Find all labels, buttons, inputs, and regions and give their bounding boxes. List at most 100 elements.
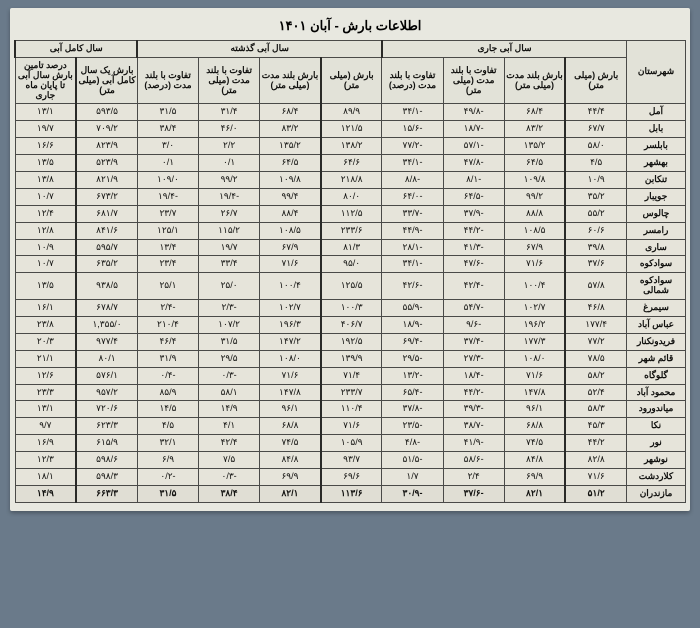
data-cell: ۸۰/۰ — [321, 188, 382, 205]
city-cell: میاندورود — [627, 401, 686, 418]
data-cell: -۶۹/۴ — [382, 333, 443, 350]
data-cell: ۱۷۷/۳ — [504, 333, 565, 350]
table-row: سوادکوه۳۷/۶۷۱/۶-۴۷/۶-۳۴/۱۹۵/۰۷۱/۶۳۳/۴۲۳/… — [15, 256, 686, 273]
data-cell: -۶۵/۴ — [382, 384, 443, 401]
page-title: اطلاعات بارش - آبان ۱۴۰۱ — [14, 12, 686, 40]
data-cell: -۱۸/۷ — [443, 121, 504, 138]
rainfall-table: شهرستان سال آبی جاری سال آبی گذشته سال ک… — [14, 40, 686, 503]
data-cell: ۹/۷ — [15, 418, 76, 435]
data-cell: ۱۹۶/۲ — [504, 317, 565, 334]
data-cell: ۱۰۰/۴ — [504, 273, 565, 300]
data-cell: ۵۹۵/۷ — [76, 239, 137, 256]
group-header-row: شهرستان سال آبی جاری سال آبی گذشته سال ک… — [15, 41, 686, 58]
data-cell: ۲۰/۳ — [15, 333, 76, 350]
data-cell: ۹۹/۲ — [504, 188, 565, 205]
data-cell: ۷۱/۴ — [321, 367, 382, 384]
data-cell: ۷۰۹/۲ — [76, 121, 137, 138]
data-cell: -۴۲/۴ — [443, 273, 504, 300]
data-cell: ۲۵/۱ — [137, 273, 198, 300]
data-cell: ۱۹/۷ — [199, 239, 260, 256]
city-cell: محمود آباد — [627, 384, 686, 401]
data-cell: ۴۴/۲ — [565, 435, 626, 452]
data-cell: -۰/۳ — [199, 469, 260, 486]
table-row: نور۴۴/۲۷۴/۵-۴۱/۹-۴/۸۱۰۵/۹۷۴/۵۴۲/۴۳۲/۱۶۱۵… — [15, 435, 686, 452]
data-cell: -۹/۶ — [443, 317, 504, 334]
data-cell: -۳۷/۸ — [382, 401, 443, 418]
data-cell: -۵۷/۱ — [443, 138, 504, 155]
data-cell: ۱۰۲/۷ — [504, 300, 565, 317]
data-cell: -۴۴/۲ — [443, 222, 504, 239]
data-cell: ۸۵/۹ — [137, 384, 198, 401]
data-cell: ۹۹/۴ — [260, 188, 321, 205]
table-row: آمل۴۴/۴۶۸/۴-۴۹/۸-۳۴/۱۸۹/۹۶۸/۴۳۱/۴۳۱/۵۵۹۳… — [15, 104, 686, 121]
data-cell: ۴۲/۴ — [199, 435, 260, 452]
data-cell: -۱۹/۴ — [137, 188, 198, 205]
data-cell: ۱,۳۵۵/۰ — [76, 317, 137, 334]
table-row: بهشهر۴/۵۶۴/۵-۴۷/۸-۳۴/۱۶۴/۶۶۴/۵۰/۱۰/۱۵۲۳/… — [15, 155, 686, 172]
data-cell: ۳۲/۱ — [137, 435, 198, 452]
data-cell: ۱۳۵/۲ — [504, 138, 565, 155]
city-cell: نور — [627, 435, 686, 452]
data-cell: ۸۲۳/۹ — [76, 138, 137, 155]
data-cell: ۳/۰ — [137, 138, 198, 155]
city-cell: گلوگاه — [627, 367, 686, 384]
data-cell: ۷۱/۶ — [321, 418, 382, 435]
data-cell: ۹۹/۲ — [199, 172, 260, 189]
data-cell: ۱۲/۳ — [15, 452, 76, 469]
data-cell: ۲۹/۵ — [199, 350, 260, 367]
data-cell: ۱۰۲/۷ — [260, 300, 321, 317]
table-row: فریدونکنار۷۷/۲۱۷۷/۳-۳۷/۴-۶۹/۴۱۹۲/۵۱۴۷/۲۳… — [15, 333, 686, 350]
data-cell: ۵۹۸/۳ — [76, 469, 137, 486]
th-c1: بارش (میلی متر) — [565, 57, 626, 104]
th-p2: بارش بلند مدت (میلی متر) — [260, 57, 321, 104]
data-cell: ۶۸/۴ — [504, 104, 565, 121]
data-cell: -۴۴/۹ — [382, 222, 443, 239]
data-cell: ۶۷۳/۲ — [76, 188, 137, 205]
data-cell: ۳۸/۴ — [199, 485, 260, 502]
data-cell: -۳۹/۳ — [443, 401, 504, 418]
data-cell: ۴۰۶/۷ — [321, 317, 382, 334]
data-cell: ۹۶/۱ — [260, 401, 321, 418]
data-cell: ۷۱/۶ — [260, 367, 321, 384]
data-cell: ۹۳/۷ — [321, 452, 382, 469]
data-cell: ۱۶/۶ — [15, 138, 76, 155]
data-cell: ۲۳/۳ — [15, 384, 76, 401]
data-cell: -۲/۴ — [137, 300, 198, 317]
data-cell: ۲۱۰/۴ — [137, 317, 198, 334]
data-cell: ۳۷/۶ — [565, 256, 626, 273]
data-cell: -۲۷/۳ — [443, 350, 504, 367]
data-cell: ۳۵/۲ — [565, 188, 626, 205]
data-cell: ۱۱۳/۶ — [321, 485, 382, 502]
table-row: کلاردشت۷۱/۶۶۹/۹۲/۴۱/۷۶۹/۶۶۹/۹-۰/۳-۰/۲۵۹۸… — [15, 469, 686, 486]
data-cell: ۶۱۵/۹ — [76, 435, 137, 452]
data-cell: ۱۶/۱ — [15, 300, 76, 317]
data-cell: ۳۱/۵ — [137, 104, 198, 121]
data-cell: -۰/۲ — [137, 469, 198, 486]
data-cell: ۱۰۵/۹ — [321, 435, 382, 452]
data-cell: -۰/۴ — [137, 367, 198, 384]
data-cell: ۱۴/۹ — [15, 485, 76, 502]
data-cell: ۳۹/۸ — [565, 239, 626, 256]
data-cell: ۱۴/۹ — [199, 401, 260, 418]
data-cell: ۱۳/۱ — [15, 104, 76, 121]
data-cell: ۷۴/۵ — [504, 435, 565, 452]
data-cell: -۴۱/۳ — [443, 239, 504, 256]
table-row: محمود آباد۵۲/۴۱۴۷/۸-۴۴/۲-۶۵/۴۲۳۳/۷۱۴۷/۸۵… — [15, 384, 686, 401]
table-row: تنکابن۱۰/۹۱۰۹/۸-۸/۱-۸/۸۲۱۸/۸۱۰۹/۸۹۹/۲۱۰۹… — [15, 172, 686, 189]
data-cell: ۶۸/۸ — [260, 418, 321, 435]
city-cell: رامسر — [627, 222, 686, 239]
data-cell: ۹۵/۰ — [321, 256, 382, 273]
data-cell: ۵۸/۳ — [565, 401, 626, 418]
data-cell: -۸/۸ — [382, 172, 443, 189]
data-cell: -۴۷/۸ — [443, 155, 504, 172]
data-cell: ۸۳/۲ — [260, 121, 321, 138]
data-cell: ۲۱/۱ — [15, 350, 76, 367]
data-cell: ۸۳/۲ — [504, 121, 565, 138]
data-cell: ۲/۲ — [199, 138, 260, 155]
data-cell: ۰/۱ — [199, 155, 260, 172]
data-cell: ۶۴/۶ — [321, 155, 382, 172]
data-cell: -۵۱/۵ — [382, 452, 443, 469]
data-cell: -۷۷/۲ — [382, 138, 443, 155]
table-row: نکا۴۵/۳۶۸/۸-۳۸/۷-۲۳/۵۷۱/۶۶۸/۸۴/۱۴/۵۶۲۳/۳… — [15, 418, 686, 435]
city-cell: نکا — [627, 418, 686, 435]
